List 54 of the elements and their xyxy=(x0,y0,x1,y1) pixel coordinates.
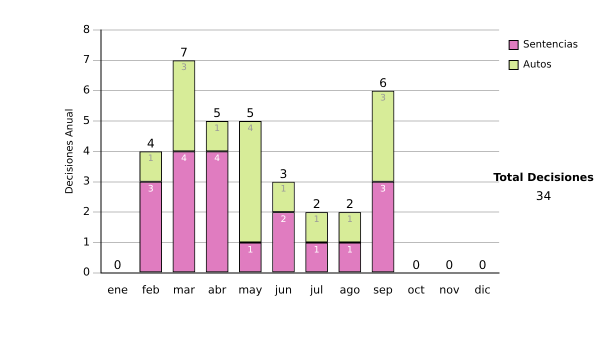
data-label: 1 xyxy=(247,245,254,256)
y-tick-label: 5 xyxy=(83,114,90,127)
x-tick-label: ene xyxy=(107,283,128,296)
total-label: 3 xyxy=(280,166,288,181)
data-label: 1 xyxy=(280,184,286,195)
data-label: 1 xyxy=(314,245,320,256)
x-tick-label: may xyxy=(238,283,263,296)
data-label: 3 xyxy=(148,184,154,195)
y-tick-label: 6 xyxy=(83,84,90,97)
data-label: 1 xyxy=(314,214,320,225)
x-tick-label: ago xyxy=(340,283,360,296)
total-label: 5 xyxy=(246,106,254,120)
x-tick-label: jul xyxy=(309,283,324,296)
data-label: 1 xyxy=(346,245,353,256)
x-tick-label: sep xyxy=(373,283,393,296)
data-label: 2 xyxy=(280,214,286,225)
x-tick-label: mar xyxy=(172,283,196,296)
total-label: 6 xyxy=(379,76,387,90)
total-label: 4 xyxy=(146,136,155,151)
total-label: 7 xyxy=(180,45,188,60)
legend-label: Sentencias xyxy=(523,40,578,51)
x-tick-label: nov xyxy=(439,283,460,296)
data-label: 3 xyxy=(181,63,187,74)
total-label: 2 xyxy=(346,197,354,212)
y-tick-label: 2 xyxy=(83,204,90,218)
data-label: 4 xyxy=(181,154,188,164)
data-label: 1 xyxy=(148,154,154,164)
data-label: 1 xyxy=(214,124,220,134)
y-tick-label: 0 xyxy=(83,266,90,279)
y-tick-label: 3 xyxy=(83,174,90,188)
y-tick-label: 4 xyxy=(83,144,90,158)
x-tick-label: dic xyxy=(474,283,491,296)
x-tick-label: abr xyxy=(208,283,227,296)
y-tick-label: 7 xyxy=(83,53,90,66)
x-tick-label: oct xyxy=(408,283,426,296)
data-label: 1 xyxy=(346,214,353,225)
text: 34 xyxy=(536,189,552,204)
total-label: 0 xyxy=(478,258,486,272)
total-label: 5 xyxy=(213,106,221,120)
total-label: 2 xyxy=(312,197,320,212)
y-tick-label: 1 xyxy=(83,235,90,248)
legend-label: Autos xyxy=(523,60,552,71)
y-axis-title: Decisiones Anual xyxy=(64,108,76,194)
total-label: 0 xyxy=(114,258,122,272)
total-label: 0 xyxy=(446,258,454,272)
x-tick-label: jun xyxy=(274,283,292,296)
x-tick-label: feb xyxy=(142,283,160,296)
data-label: 3 xyxy=(380,94,386,104)
annotation: Total Decisiones xyxy=(493,170,594,184)
data-label: 4 xyxy=(214,154,220,164)
data-label: 3 xyxy=(380,184,386,195)
data-label: 4 xyxy=(247,124,254,134)
total-label: 0 xyxy=(412,258,420,272)
y-tick-label: 8 xyxy=(83,22,90,36)
